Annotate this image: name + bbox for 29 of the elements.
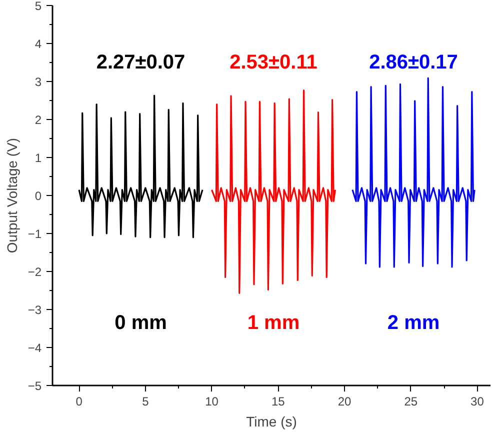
- x-tick-label: 20: [338, 394, 352, 408]
- y-tick-label: −4: [28, 341, 42, 355]
- annotation: 0 mm: [114, 312, 167, 334]
- annotation: 2.86±0.17: [369, 52, 458, 74]
- x-axis-title: Time (s): [246, 414, 297, 430]
- y-tick-label: 1: [34, 151, 42, 165]
- line-series: [210, 89, 336, 294]
- y-tick-label: 5: [34, 0, 42, 13]
- x-tick-label: 10: [205, 394, 219, 408]
- y-tick-label: −2: [28, 265, 42, 279]
- annotation: 2.53±0.11: [230, 52, 318, 74]
- x-tick-label: 5: [142, 394, 150, 408]
- y-axis-title: Output Voltage (V): [4, 138, 20, 254]
- y-tick-label: −1: [28, 227, 42, 241]
- y-tick-label: 0: [34, 189, 42, 203]
- line-series: [78, 94, 204, 238]
- annotation: 2 mm: [387, 312, 440, 334]
- y-tick-label: 3: [34, 75, 42, 89]
- y-tick-label: 2: [34, 113, 42, 127]
- annotation: 2.27±0.07: [96, 52, 186, 74]
- x-tick-label: 30: [470, 394, 484, 408]
- y-tick-label: 4: [34, 37, 42, 51]
- y-tick-label: −3: [28, 303, 42, 317]
- x-tick-label: 25: [404, 394, 418, 408]
- x-tick-label: 15: [271, 394, 286, 408]
- x-tick-label: 0: [76, 394, 83, 408]
- annotation: 1 mm: [247, 312, 300, 334]
- y-tick-label: −5: [28, 379, 42, 393]
- line-series: [352, 77, 476, 268]
